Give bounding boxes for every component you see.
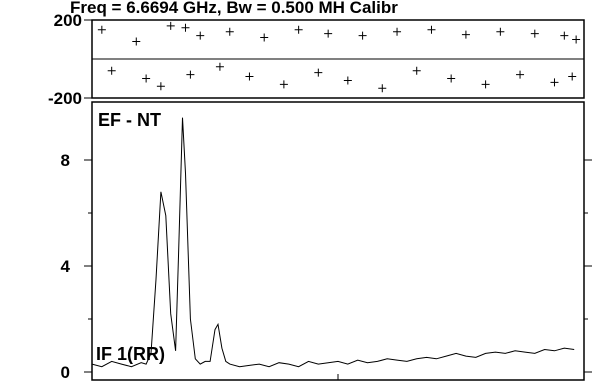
spectrum-y-tick-label: 8 (61, 151, 70, 170)
phase-point (196, 32, 204, 40)
phase-point (344, 76, 352, 84)
phase-y-tick-label: -200 (48, 89, 82, 108)
spectrum-line (92, 118, 574, 367)
phase-point (98, 26, 106, 34)
phase-point (516, 71, 524, 79)
phase-point (245, 73, 253, 81)
phase-point (427, 26, 435, 34)
phase-point (295, 26, 303, 34)
phase-point (413, 67, 421, 75)
spectrum-y-tick-label: 4 (61, 257, 71, 276)
phase-point (132, 37, 140, 45)
phase-point (226, 28, 234, 36)
phase-point (378, 84, 386, 92)
phase-point (167, 22, 175, 30)
chart-title: Freq = 6.6694 GHz, Bw = 0.500 MH Calibr (70, 0, 398, 17)
annotation-ef-nt: EF - NT (98, 110, 161, 130)
phase-panel: 200-200 (48, 11, 584, 108)
phase-point (447, 75, 455, 83)
phase-point (462, 31, 470, 39)
phase-point (142, 75, 150, 83)
annotation-if-rr: IF 1(RR) (96, 344, 165, 364)
phase-point (550, 78, 558, 86)
phase-point (482, 80, 490, 88)
phase-point (181, 24, 189, 32)
phase-point (280, 80, 288, 88)
spectrum-y-tick-label: 0 (61, 363, 70, 382)
phase-point (393, 28, 401, 36)
phase-point (324, 30, 332, 38)
phase-point (359, 32, 367, 40)
phase-point (314, 69, 322, 77)
phase-point (496, 28, 504, 36)
phase-point (216, 63, 224, 71)
spectrum-plot-frame (92, 102, 584, 380)
phase-point (186, 71, 194, 79)
phase-point (568, 73, 576, 81)
phase-point (572, 36, 580, 44)
phase-point (108, 67, 116, 75)
phase-point (560, 32, 568, 40)
phase-point (531, 30, 539, 38)
phase-point (157, 82, 165, 90)
spectrum-panel: 0 4 8 EF - NT IF 1(RR) (61, 102, 592, 382)
phase-point (260, 34, 268, 42)
